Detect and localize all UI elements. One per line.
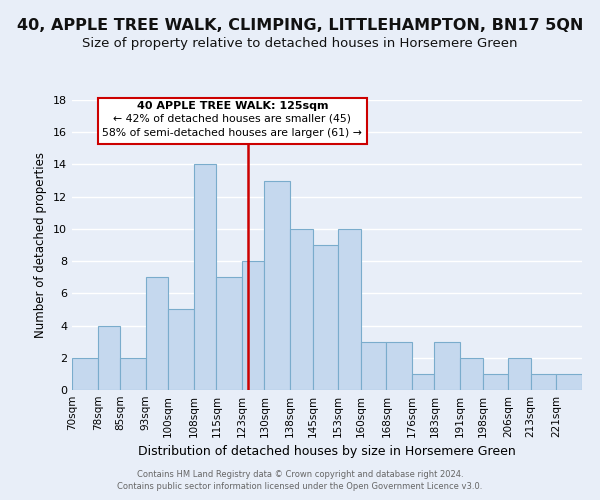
- Bar: [98, 98, 367, 144]
- Bar: [412, 374, 434, 390]
- Y-axis label: Number of detached properties: Number of detached properties: [34, 152, 47, 338]
- Bar: [98, 326, 120, 390]
- Bar: [194, 164, 217, 390]
- Bar: [290, 229, 313, 390]
- Bar: [146, 277, 168, 390]
- Bar: [72, 358, 98, 390]
- Bar: [313, 245, 338, 390]
- Text: Size of property relative to detached houses in Horsemere Green: Size of property relative to detached ho…: [82, 38, 518, 51]
- Bar: [120, 358, 146, 390]
- Bar: [530, 374, 556, 390]
- X-axis label: Distribution of detached houses by size in Horsemere Green: Distribution of detached houses by size …: [138, 446, 516, 458]
- Bar: [460, 358, 482, 390]
- Bar: [338, 229, 361, 390]
- Bar: [508, 358, 530, 390]
- Text: Contains HM Land Registry data © Crown copyright and database right 2024.: Contains HM Land Registry data © Crown c…: [137, 470, 463, 479]
- Bar: [265, 180, 290, 390]
- Bar: [242, 261, 265, 390]
- Text: 40 APPLE TREE WALK: 125sqm: 40 APPLE TREE WALK: 125sqm: [137, 102, 328, 112]
- Text: ← 42% of detached houses are smaller (45): ← 42% of detached houses are smaller (45…: [113, 114, 352, 124]
- Bar: [556, 374, 582, 390]
- Bar: [361, 342, 386, 390]
- Bar: [434, 342, 460, 390]
- Text: Contains public sector information licensed under the Open Government Licence v3: Contains public sector information licen…: [118, 482, 482, 491]
- Text: 58% of semi-detached houses are larger (61) →: 58% of semi-detached houses are larger (…: [103, 128, 362, 138]
- Text: 40, APPLE TREE WALK, CLIMPING, LITTLEHAMPTON, BN17 5QN: 40, APPLE TREE WALK, CLIMPING, LITTLEHAM…: [17, 18, 583, 32]
- Bar: [217, 277, 242, 390]
- Bar: [386, 342, 412, 390]
- Bar: [168, 310, 194, 390]
- Bar: [482, 374, 508, 390]
